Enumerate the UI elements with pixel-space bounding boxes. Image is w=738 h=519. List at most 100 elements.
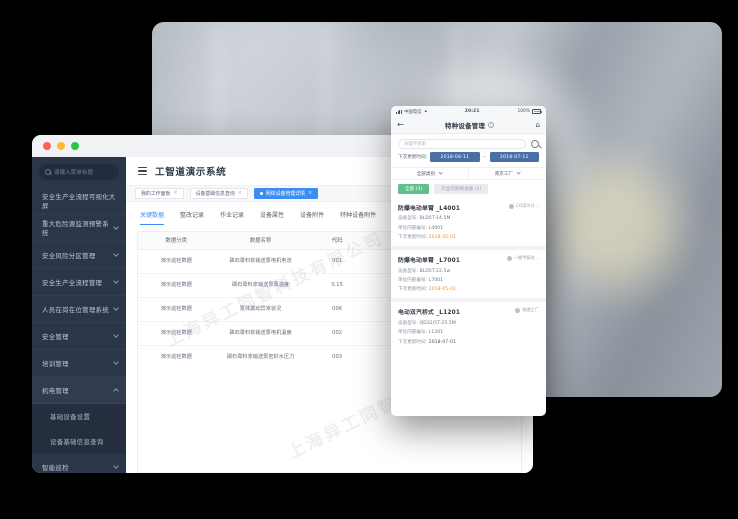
sidebar-search-input[interactable]: 请输入菜单标题 [39, 164, 119, 180]
tab-operation-records[interactable]: 作业记录 [220, 210, 244, 225]
tab-key-data[interactable]: 关键数据 [140, 210, 165, 225]
mobile-filter-chips: 全部 (3) 只显示即将设备 (2) [391, 180, 546, 198]
sidebar-item-label: 基础设备设置 [50, 413, 91, 421]
chevron-down-icon [438, 170, 443, 175]
home-icon[interactable]: ⌂ [535, 121, 540, 129]
search-icon[interactable] [531, 140, 539, 148]
list-item-next-update: 下次更新时间: 2018-07-01 [398, 339, 539, 345]
back-arrow-icon[interactable]: ← [397, 120, 404, 129]
sidebar-nav: 安全生产全流程可视化大屏 重大危险源监测预警系统 安全风险分区管理 安全生产全流… [32, 188, 126, 473]
sidebar-item-smart-inspection[interactable]: 智能巡检 [32, 454, 126, 473]
date-end-button[interactable]: 2018-07-11 [489, 152, 540, 162]
tab-special-device-attachments[interactable]: 特种设备附件 [340, 210, 376, 225]
list-item-model: 设备型号: BLD5T-22.5w [398, 268, 539, 274]
tab-rectification-records[interactable]: 整改记录 [180, 210, 204, 225]
chevron-down-icon [113, 332, 119, 338]
open-tab-device-detail[interactable]: 网体设备管理详情 × [253, 188, 319, 199]
mobile-status-bar: 中国电信 ▴ 20:21 100% [391, 106, 546, 117]
chip-upcoming-only[interactable]: 只显示即将设备 (2) [434, 184, 489, 194]
next-update-value: 2018-05-01 [428, 287, 456, 293]
cell-category: 演示巡检数据 [138, 297, 215, 322]
cell-code: 001 [306, 249, 368, 274]
sidebar-item-training-mgmt[interactable]: 培训管理 [32, 350, 126, 377]
close-icon[interactable]: × [237, 190, 242, 196]
mobile-search-placeholder: 关键字搜索 [404, 142, 426, 147]
internal-no-label: 单位内部编号: [398, 225, 428, 231]
sidebar-item-label: 安全管理 [42, 332, 69, 341]
list-item-title: 防爆电动单臂 _L7001 [398, 258, 461, 265]
internal-no-label: 单位内部编号: [398, 330, 428, 336]
mobile-date-filter: 下次更新时间: 2018-04-11 ~ 2018-07-11 [391, 152, 546, 167]
tab-label: 设备附件 [300, 212, 325, 219]
sidebar-item-staff-position[interactable]: 人员在岗在位管理系统 [32, 296, 126, 323]
sidebar-item-hazard-monitor[interactable]: 重大危险源监测预警系统 [32, 215, 126, 242]
model-value: BLD5T-22.5w [419, 268, 451, 274]
mobile-nav-bar: ← 特种设备管理 ? ⌂ [391, 117, 546, 134]
signal-icon [396, 109, 403, 114]
list-item[interactable]: 防爆电动单臂 _L7001 一期甲醇合… 设备型号: BLD5T-22.5w 单… [391, 250, 546, 299]
tab-label: 整改记录 [180, 212, 205, 219]
location-label: CO深冷分… [516, 203, 539, 208]
chevron-down-icon [113, 251, 119, 257]
model-label: 设备型号: [398, 268, 419, 274]
mobile-select-row: 全部类别 南京工厂 [391, 167, 546, 180]
sidebar-subitem-device-info-query[interactable]: 设备基础信息查询 [32, 429, 126, 454]
sidebar-item-label: 机电管理 [42, 386, 69, 395]
sidebar-item-label: 设备基础信息查询 [50, 438, 104, 446]
cell-category: 演示巡检数据 [138, 249, 215, 274]
active-tab-dot-icon [259, 192, 263, 195]
list-item-header: 防爆电动单臂 _L7001 一期甲醇合… [398, 255, 539, 264]
cell-code: 0.15 [306, 273, 368, 298]
date-start-button[interactable]: 2018-04-11 [430, 152, 480, 162]
sidebar-item-label: 安全生产全流程管理 [42, 278, 103, 287]
tab-device-attributes[interactable]: 设备属性 [260, 210, 284, 225]
select-factory[interactable]: 南京工厂 [468, 168, 546, 179]
open-tab-device-info-query[interactable]: 设备基础信息查询 × [189, 188, 248, 199]
location-pin-icon [509, 203, 516, 209]
sidebar: 请输入菜单标题 安全生产全流程可视化大屏 重大危险源监测预警系统 安全风险分区管… [32, 157, 126, 473]
window-maximize-button[interactable] [71, 142, 79, 150]
model-label: 设备型号: [398, 216, 419, 222]
internal-no-label: 单位内部编号: [398, 277, 428, 283]
sidebar-subitem-basic-device-settings[interactable]: 基础设备设置 [32, 404, 126, 429]
battery-percent-label: 100% [517, 109, 530, 114]
close-icon[interactable]: × [308, 190, 313, 196]
list-item-internal-no: 单位内部编号: L4001 [398, 225, 539, 231]
select-category[interactable]: 全部类别 [391, 168, 468, 179]
open-tab-label: 网体设备管理详情 [265, 191, 306, 197]
cell-code: 006 [306, 297, 368, 322]
cell-name: 磷石膏料浆输送泵泵温度 [214, 273, 307, 298]
list-item[interactable]: 防爆电动单臂 _L4001 CO深冷分… 设备型号: BLD5T-14.5M 单… [391, 198, 546, 247]
hamburger-icon[interactable] [138, 167, 147, 175]
list-item[interactable]: 电动双汽桥式 _L1201 南通工厂 设备型号: QD32/5T-25.5M 单… [391, 302, 546, 351]
sidebar-item-visual-board[interactable]: 安全生产全流程可视化大屏 [32, 188, 126, 215]
list-item-model: 设备型号: QD32/5T-25.5M [398, 320, 539, 326]
sidebar-item-electromechanical-mgmt[interactable]: 机电管理 [32, 377, 126, 404]
sidebar-item-risk-zone[interactable]: 安全风险分区管理 [32, 242, 126, 269]
window-minimize-button[interactable] [57, 142, 65, 150]
mobile-app-panel: 中国电信 ▴ 20:21 100% ← 特种设备管理 ? ⌂ 关键字搜索 下次更… [391, 106, 546, 416]
battery-icon [532, 109, 542, 114]
open-tab-my-workbench[interactable]: 我的工作面板 × [135, 188, 184, 199]
model-value: QD32/5T-25.5M [419, 320, 456, 326]
chevron-down-icon [113, 463, 119, 469]
sidebar-item-process-mgmt[interactable]: 安全生产全流程管理 [32, 269, 126, 296]
list-item-model: 设备型号: BLD5T-14.5M [398, 215, 539, 221]
close-icon[interactable]: × [173, 190, 178, 196]
cell-name: 磷石膏料浆输送泵电机温度 [214, 321, 307, 346]
sidebar-item-label: 人员在岗在位管理系统 [42, 305, 109, 314]
select-category-label: 全部类别 [416, 171, 436, 177]
sidebar-item-label: 安全风险分区管理 [42, 251, 96, 260]
next-update-value: 2018-07-01 [428, 339, 456, 345]
question-mark-icon[interactable]: ? [487, 121, 495, 129]
date-filter-label: 下次更新时间: [398, 155, 428, 160]
carrier-label: 中国电信 [404, 109, 422, 115]
tab-device-attachments[interactable]: 设备附件 [300, 210, 324, 225]
search-icon [45, 169, 51, 175]
mobile-search-input[interactable]: 关键字搜索 [398, 139, 526, 149]
page-title: 工智道演示系统 [155, 167, 227, 178]
internal-no-value: L1201 [428, 330, 444, 336]
window-close-button[interactable] [43, 142, 51, 150]
chip-all[interactable]: 全部 (3) [398, 184, 430, 194]
sidebar-item-safety-mgmt[interactable]: 安全管理 [32, 323, 126, 350]
